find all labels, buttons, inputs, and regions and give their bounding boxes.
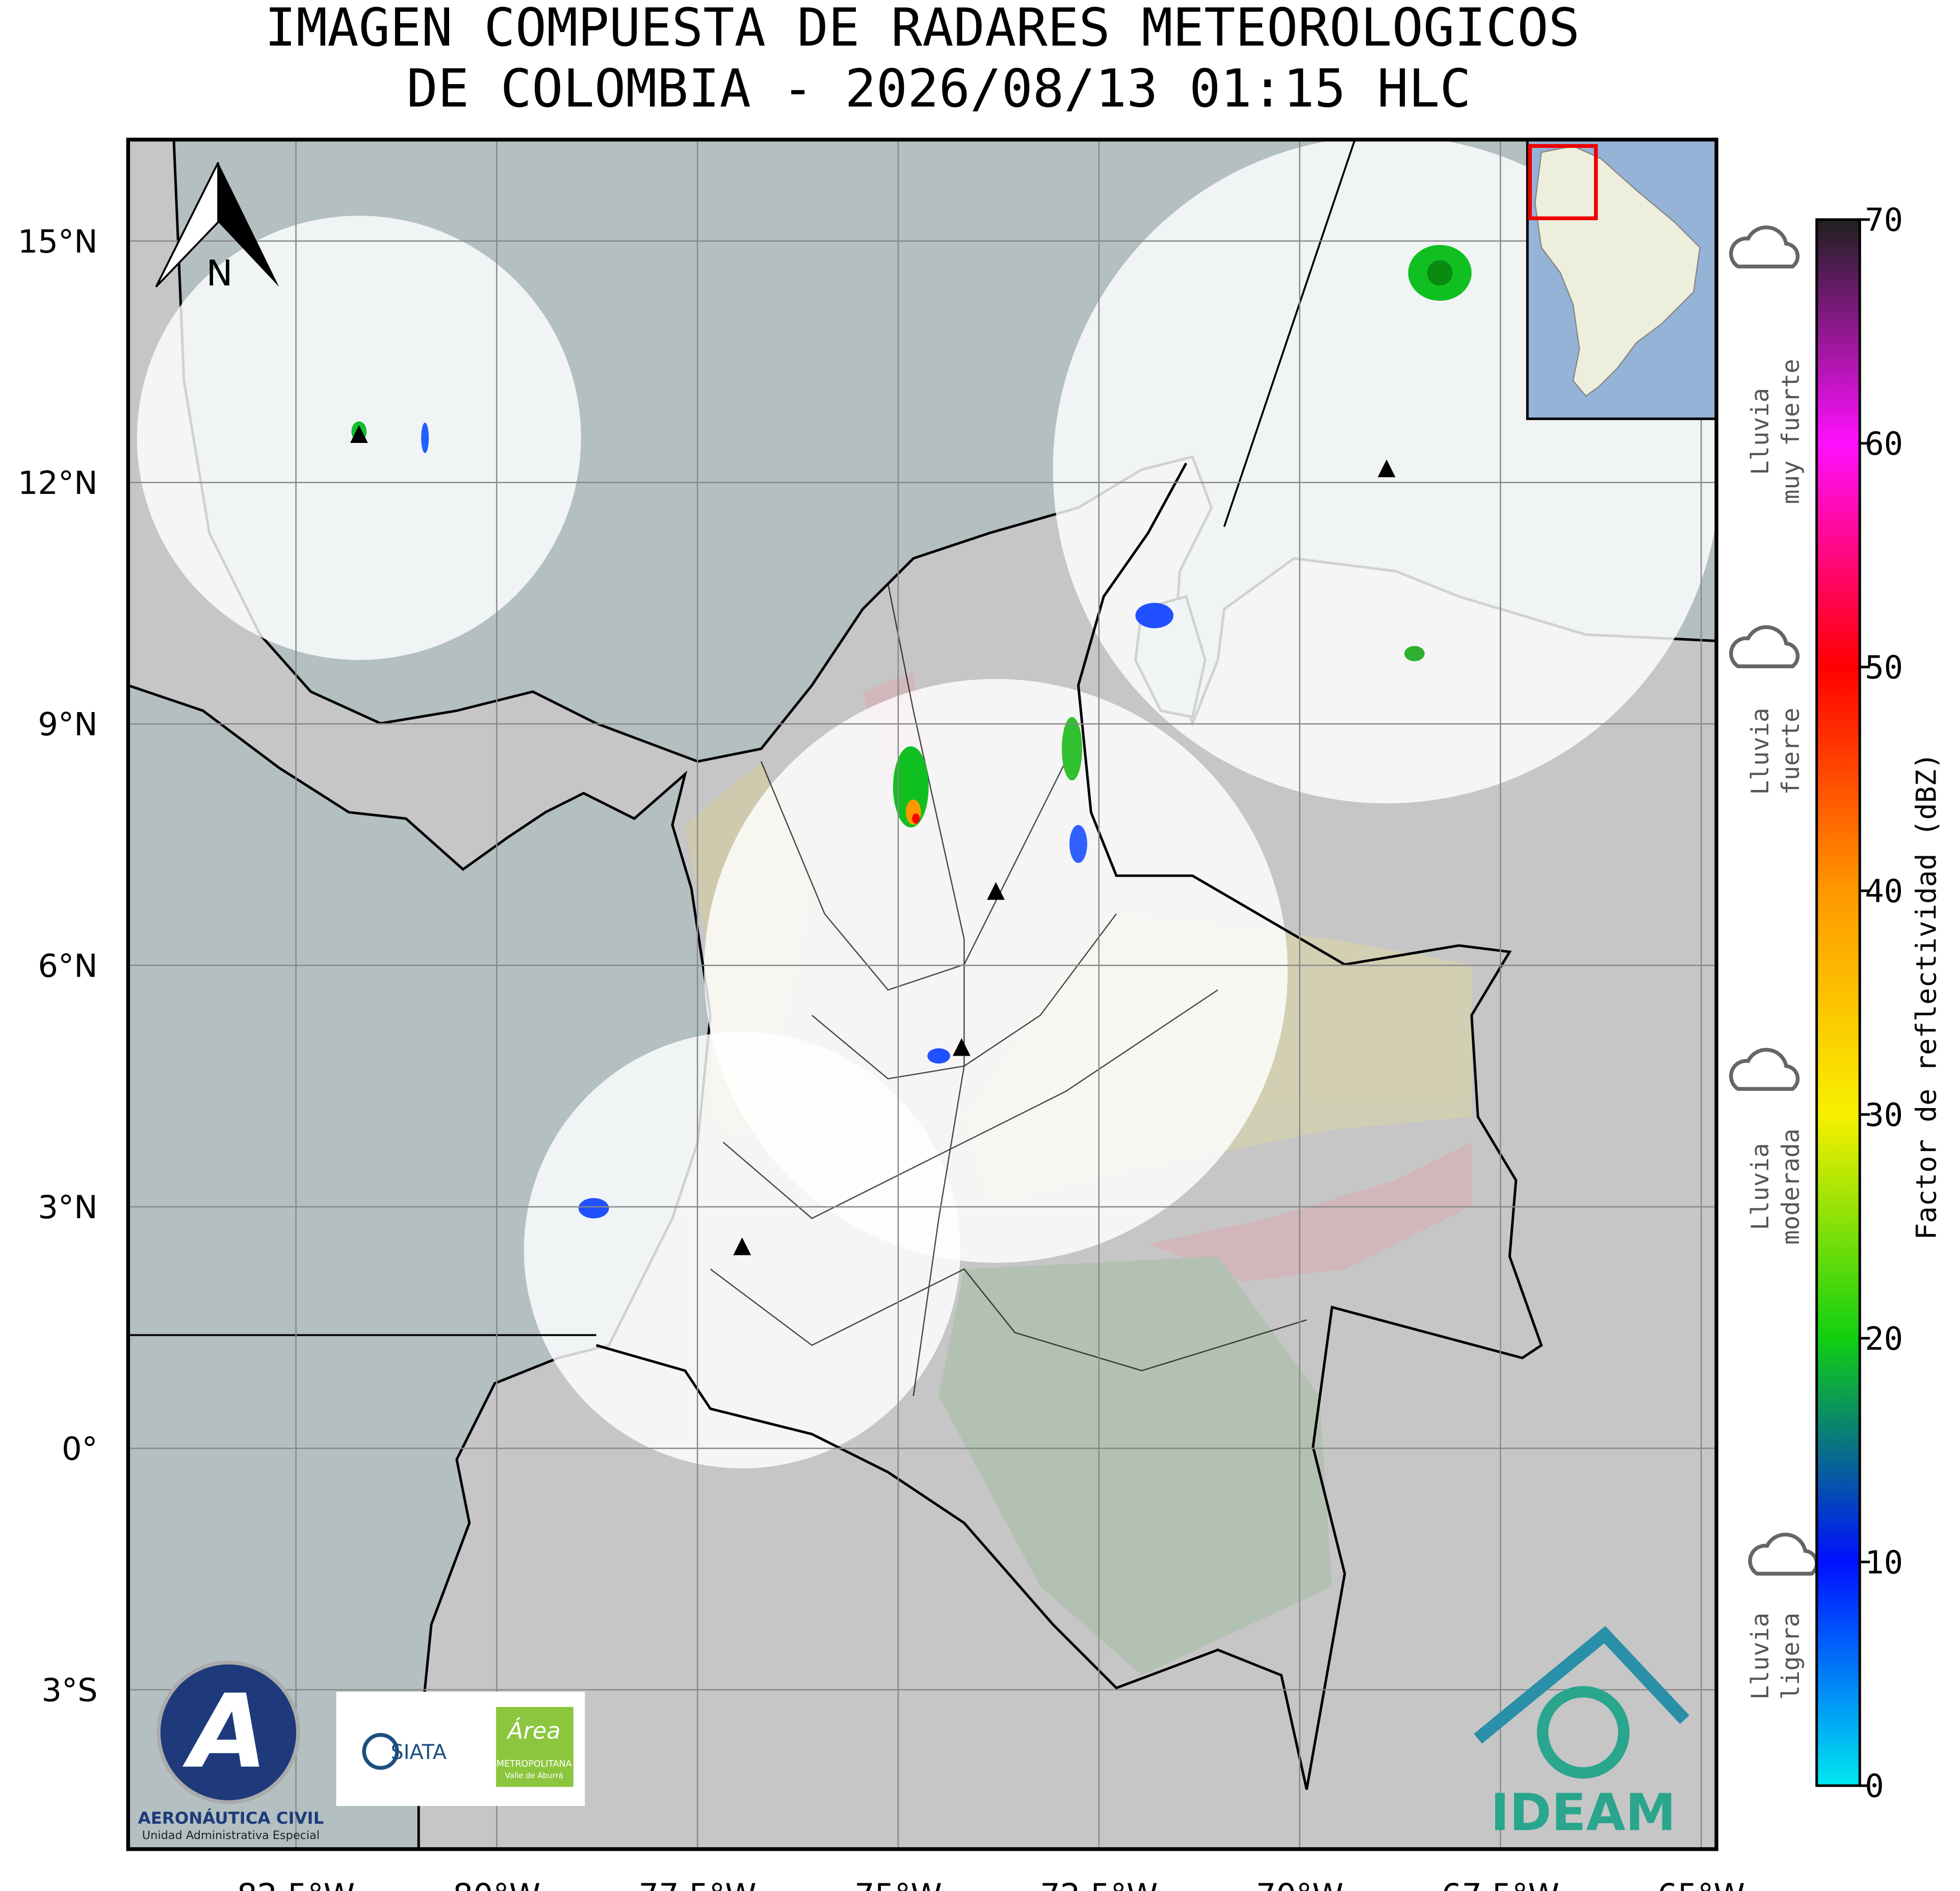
echo bbox=[1135, 602, 1174, 628]
echo bbox=[912, 813, 920, 824]
area-sub: METROPOLITANA bbox=[496, 1759, 572, 1769]
colorbar-tick-label: 70 bbox=[1865, 201, 1903, 239]
y-tick-label: 0° bbox=[62, 1430, 98, 1467]
colorbar-label: Factor de reflectividad (dBZ) bbox=[1910, 753, 1943, 1240]
colorbar-tick-label: 40 bbox=[1865, 873, 1903, 910]
area-logo bbox=[496, 1706, 573, 1787]
border bbox=[1223, 139, 1356, 527]
radar-site bbox=[952, 1038, 971, 1056]
rain-label: Lluvia bbox=[1746, 388, 1774, 475]
radar-sites bbox=[350, 425, 1396, 1255]
radar-echoes bbox=[351, 245, 1472, 1219]
echo bbox=[1427, 260, 1453, 286]
x-tick-label: 67.5°W bbox=[1442, 1877, 1559, 1891]
north-label: N bbox=[206, 253, 232, 294]
department-border bbox=[887, 584, 965, 1397]
highland bbox=[1148, 1142, 1472, 1282]
y-tick-label: 15°N bbox=[18, 223, 98, 260]
rain-label: muy fuerte bbox=[1777, 359, 1805, 504]
department-border bbox=[722, 989, 1218, 1219]
cloud-icon bbox=[1748, 1533, 1819, 1576]
rain-label: moderada bbox=[1777, 1128, 1805, 1245]
inset-map bbox=[1526, 139, 1717, 421]
colorbar-tick-label: 30 bbox=[1865, 1096, 1903, 1134]
echo bbox=[1062, 717, 1082, 781]
echo bbox=[927, 1048, 951, 1064]
echo bbox=[421, 423, 429, 453]
departments bbox=[710, 584, 1307, 1397]
y-tick-label: 3°S bbox=[41, 1672, 97, 1709]
siata-sun bbox=[362, 1733, 399, 1770]
x-tick-label: 72.5°W bbox=[1040, 1877, 1158, 1891]
map: N A AERONÁUTICA CIVIL Unidad Administrat… bbox=[128, 139, 1717, 1849]
department-border bbox=[710, 1268, 1307, 1372]
radar-site bbox=[987, 882, 1005, 900]
x-tick-label: 82.5°W bbox=[237, 1877, 355, 1891]
y-tick-label: 6°N bbox=[38, 947, 97, 984]
aerocivil-logo bbox=[156, 1661, 300, 1804]
echo bbox=[1069, 825, 1087, 863]
forest bbox=[938, 1256, 1332, 1675]
siata-name: SIATA bbox=[390, 1741, 447, 1764]
map-frame bbox=[126, 138, 1718, 1851]
echo bbox=[578, 1198, 609, 1219]
colorbar bbox=[1815, 218, 1861, 1787]
axis-labels: 82.5°W 80°W 77.5°W 75°W 72.5°W 70°W 67.5°W 65°W… bbox=[18, 223, 1745, 1891]
y-tick-label: 3°N bbox=[38, 1189, 97, 1226]
aerocivil-name: AERONÁUTICA CIVIL bbox=[138, 1808, 324, 1828]
x-tick-label: 70°W bbox=[1256, 1877, 1344, 1891]
x-tick-label: 80°W bbox=[453, 1877, 541, 1891]
colorbar-tick-label: 0 bbox=[1865, 1768, 1884, 1805]
grid bbox=[128, 139, 1717, 1849]
area-sub: Valle de Aburrá bbox=[505, 1771, 563, 1780]
colorbar-ticks: 0 10 20 30 40 50 60 70 bbox=[1860, 201, 1903, 1805]
colombia-border bbox=[595, 462, 1543, 1790]
radar-site bbox=[733, 1237, 751, 1255]
rain-label: ligera bbox=[1777, 1613, 1805, 1700]
x-tick-label: 75°W bbox=[854, 1877, 942, 1891]
radar-site bbox=[1377, 459, 1396, 478]
cloud-icon bbox=[1729, 625, 1800, 668]
aerocivil-sub: Unidad Administrativa Especial bbox=[142, 1829, 320, 1842]
logos: A AERONÁUTICA CIVIL Unidad Administrativ… bbox=[138, 1626, 1690, 1842]
x-tick-label: 65°W bbox=[1657, 1877, 1745, 1891]
rain-label: Lluvia bbox=[1746, 708, 1774, 795]
title-line: DE COLOMBIA - 2026/08/13 01:15 HLC bbox=[406, 59, 1471, 119]
ideam-swirl bbox=[1537, 1686, 1630, 1779]
ideam-name: IDEAM bbox=[1491, 1783, 1676, 1842]
inset-land bbox=[1534, 145, 1701, 397]
rain-legend: Lluvia muy fuerte Lluvia fuerte Lluvia m… bbox=[1729, 225, 1819, 1700]
logo-mark: A bbox=[182, 1672, 268, 1791]
rain-label: fuerte bbox=[1777, 708, 1805, 795]
rain-label: Lluvia bbox=[1746, 1143, 1774, 1230]
y-tick-label: 12°N bbox=[18, 464, 98, 502]
inset-extent bbox=[1528, 144, 1598, 221]
colorbar-tick-label: 10 bbox=[1865, 1544, 1903, 1581]
area-name: Área bbox=[506, 1717, 561, 1744]
department-border bbox=[761, 761, 1066, 991]
radar-site bbox=[350, 425, 368, 443]
x-tick-label: 77.5°W bbox=[639, 1877, 756, 1891]
cloud-icon bbox=[1729, 225, 1800, 269]
echo bbox=[1404, 646, 1425, 662]
rain-label: Lluvia bbox=[1746, 1613, 1774, 1700]
colorbar-tick-label: 20 bbox=[1865, 1320, 1903, 1357]
colorbar-tick-label: 50 bbox=[1865, 649, 1903, 686]
ideam-roof bbox=[1474, 1626, 1690, 1744]
cloud-icon bbox=[1729, 1047, 1800, 1091]
y-tick-label: 9°N bbox=[38, 706, 97, 743]
title-line: IMAGEN COMPUESTA DE RADARES METEOROLOGIC… bbox=[265, 0, 1580, 59]
colorbar-tick-label: 60 bbox=[1865, 425, 1903, 462]
